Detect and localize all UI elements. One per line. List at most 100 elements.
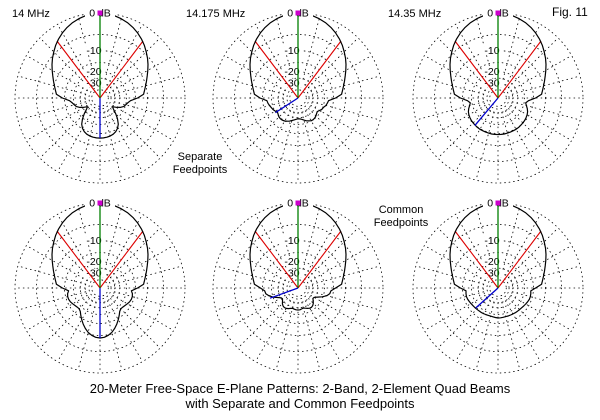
grid-radial	[511, 265, 581, 285]
ring-label: -20	[284, 66, 299, 78]
ring-label-bg	[281, 78, 303, 88]
ring-label-bg	[83, 268, 105, 278]
grid-radial	[311, 265, 381, 285]
grid-radial	[311, 101, 381, 121]
polar-plot-14175mhz-common: -10 -20 -30 0 dB	[208, 198, 388, 378]
grid-ring	[88, 276, 112, 300]
ring-label-bg	[481, 268, 503, 278]
ring-label-bg	[83, 236, 105, 246]
polar-plot-svg: -10-20-300 dB	[412, 198, 584, 374]
grid-ring	[14, 12, 186, 184]
grid-radial	[501, 301, 521, 371]
ring-label: -10	[284, 45, 299, 57]
polar-plot-svg: -10-20-300 dB	[14, 8, 186, 184]
radiation-pattern-trace	[449, 202, 547, 319]
grid-radial	[511, 101, 581, 121]
grid-ring	[434, 224, 562, 352]
ring-label: -30	[484, 78, 499, 90]
figure-caption: 20-Meter Free-Space E-Plane Patterns: 2-…	[0, 381, 600, 411]
max-gain-marker	[495, 10, 501, 16]
ring-label-bg	[281, 256, 303, 266]
beamwidth-line	[254, 40, 299, 99]
ring-label: -20	[284, 256, 299, 268]
grid-radial	[511, 75, 581, 95]
ring-label: -30	[484, 268, 499, 280]
beamwidth-line	[454, 40, 499, 99]
grid-radial	[113, 265, 183, 285]
max-gain-marker	[97, 200, 103, 206]
grid-ring	[286, 86, 310, 110]
frequency-label-1435mhz: 14.35 MHz	[388, 8, 442, 20]
separate-feedpoints-line1: Separate	[177, 151, 223, 163]
ring-label-bg	[83, 78, 105, 88]
grid-radial	[301, 111, 321, 181]
common-feedpoints-line1: Common	[378, 204, 424, 216]
grid-radial	[475, 111, 495, 181]
grid-radial	[103, 111, 123, 181]
grid-radial	[501, 15, 521, 85]
ring-label: -10	[86, 45, 101, 57]
ring-label-bg	[83, 66, 105, 76]
grid-ring	[471, 71, 525, 125]
radiation-pattern-trace	[449, 12, 547, 136]
grid-ring	[471, 261, 525, 315]
polar-plot-14mhz-common: -10 -20 -30 0 dB	[10, 198, 190, 378]
grid-radial	[103, 205, 123, 275]
grid-radial	[415, 101, 485, 121]
ring-label: -20	[86, 66, 101, 78]
ring-label-bg	[481, 78, 503, 88]
sidelobe-line	[275, 97, 299, 114]
ring-label: -20	[484, 66, 499, 78]
grid-radial	[110, 108, 161, 159]
grid-radial	[311, 75, 381, 95]
max-gain-marker	[295, 10, 301, 16]
frequency-label-14175mhz: 14.175 MHz	[186, 8, 246, 20]
caption-line2: with Separate and Common Feedpoints	[185, 396, 415, 411]
grid-ring	[234, 34, 362, 162]
ring-label-bg	[481, 236, 503, 246]
grid-ring	[234, 224, 362, 352]
grid-ring	[286, 276, 310, 300]
grid-radial	[501, 111, 521, 181]
figure-number-label: Fig. 11	[552, 5, 588, 19]
sidelobe-line	[474, 97, 499, 127]
grid-radial	[215, 101, 285, 121]
grid-ring	[271, 261, 325, 315]
polar-plot-14mhz-separate: -10 -20 -30 0 dB	[10, 8, 190, 188]
grid-ring	[91, 89, 109, 107]
beamwidth-line	[56, 230, 101, 289]
grid-radial	[77, 111, 97, 181]
separate-feedpoints-line2: Feedpoints	[172, 164, 228, 176]
polar-plot-svg: -10-20-300 dB	[14, 198, 186, 374]
ring-label: -20	[484, 256, 499, 268]
ring-label: -30	[284, 78, 299, 90]
ring-label: -10	[284, 235, 299, 247]
grid-radial	[501, 205, 521, 275]
grid-ring	[88, 86, 112, 110]
grid-radial	[113, 101, 183, 121]
caption-line1: 20-Meter Free-Space E-Plane Patterns: 2-…	[89, 381, 511, 396]
grid-ring	[289, 279, 307, 297]
beamwidth-line	[297, 230, 342, 289]
grid-radial	[415, 265, 485, 285]
grid-radial	[17, 265, 87, 285]
grid-ring	[36, 34, 164, 162]
ring-label: -30	[86, 78, 101, 90]
polar-plot-14175mhz-separate: -10 -20 -30 0 dB	[208, 8, 388, 188]
ring-label-bg	[481, 256, 503, 266]
ring-label: -30	[86, 268, 101, 280]
grid-radial	[215, 265, 285, 285]
grid-radial	[415, 291, 485, 311]
sidelobe-line	[269, 287, 299, 299]
grid-radial	[311, 291, 381, 311]
polar-plot-svg: -10-20-300 dB	[212, 8, 384, 184]
grid-radial	[301, 205, 321, 275]
grid-radial	[308, 298, 359, 349]
polar-plot-svg: -10-20-300 dB	[412, 8, 584, 184]
grid-ring	[289, 89, 307, 107]
grid-ring	[486, 86, 510, 110]
polar-plot-svg: -10-20-300 dB	[212, 198, 384, 374]
separate-feedpoints-note: Separate Feedpoints	[155, 151, 245, 177]
grid-ring	[212, 202, 384, 374]
